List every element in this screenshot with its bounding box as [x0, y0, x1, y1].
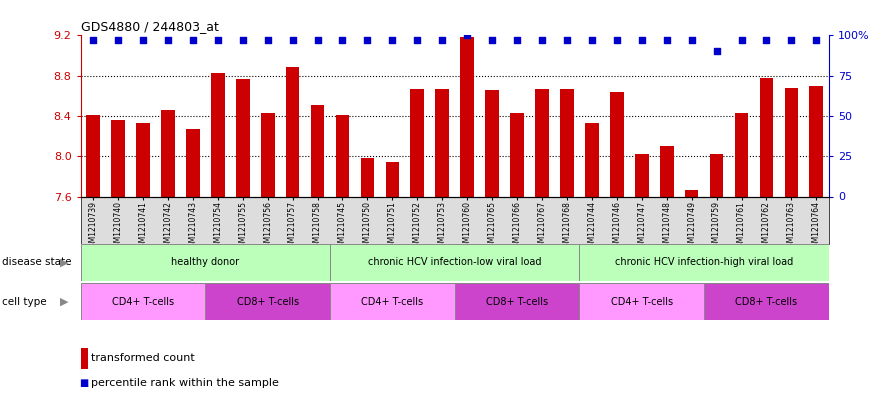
Text: CD4+ T-cells: CD4+ T-cells [611, 297, 673, 307]
Bar [704, 283, 829, 320]
Point [510, 37, 524, 43]
Bar [580, 283, 704, 320]
Text: chronic HCV infection-high viral load: chronic HCV infection-high viral load [615, 257, 793, 267]
Bar [86, 115, 100, 196]
Point [735, 37, 749, 43]
Point [385, 37, 400, 43]
Bar [535, 89, 549, 196]
Text: disease state: disease state [2, 257, 72, 267]
Point [360, 37, 375, 43]
Point [410, 37, 425, 43]
Bar [809, 86, 823, 196]
Bar [161, 110, 175, 196]
Bar [81, 283, 205, 320]
Text: transformed count: transformed count [91, 353, 195, 363]
Point [460, 32, 474, 39]
Bar [136, 123, 150, 196]
Point [160, 37, 175, 43]
Bar [385, 162, 400, 196]
Text: percentile rank within the sample: percentile rank within the sample [91, 378, 280, 388]
Bar [580, 244, 829, 281]
Bar [760, 78, 773, 196]
Point [634, 37, 649, 43]
Text: CD4+ T-cells: CD4+ T-cells [112, 297, 174, 307]
Point [310, 37, 324, 43]
Point [236, 37, 250, 43]
Point [485, 37, 499, 43]
Point [759, 37, 773, 43]
Bar [211, 73, 225, 196]
Point [609, 37, 624, 43]
Bar [785, 88, 798, 196]
Bar [330, 244, 580, 281]
Bar [610, 92, 624, 196]
Bar [659, 146, 674, 196]
Bar [461, 37, 474, 197]
Point [111, 37, 125, 43]
Point [286, 37, 300, 43]
Bar [585, 123, 599, 196]
Text: GDS4880 / 244803_at: GDS4880 / 244803_at [81, 20, 219, 33]
Point [261, 37, 275, 43]
Point [535, 37, 549, 43]
Point [685, 37, 699, 43]
Text: ■: ■ [80, 378, 89, 388]
Bar [311, 105, 324, 196]
Text: chronic HCV infection-low viral load: chronic HCV infection-low viral load [368, 257, 541, 267]
Bar [735, 113, 748, 196]
Text: CD4+ T-cells: CD4+ T-cells [361, 297, 424, 307]
Point [136, 37, 151, 43]
Text: healthy donor: healthy donor [171, 257, 239, 267]
Point [435, 37, 450, 43]
Bar [81, 244, 330, 281]
Point [86, 37, 100, 43]
Point [335, 37, 349, 43]
Text: cell type: cell type [2, 297, 47, 307]
Point [185, 37, 200, 43]
Bar [435, 89, 449, 196]
Point [585, 37, 599, 43]
Text: ▶: ▶ [60, 257, 69, 267]
Bar [360, 158, 375, 196]
Point [784, 37, 798, 43]
Point [809, 37, 823, 43]
Text: CD8+ T-cells: CD8+ T-cells [486, 297, 548, 307]
Bar [330, 283, 455, 320]
Bar [685, 191, 699, 196]
Bar [205, 283, 330, 320]
Bar [560, 89, 573, 196]
Bar [111, 120, 125, 196]
Point [211, 37, 225, 43]
Bar [710, 154, 723, 196]
Bar [455, 283, 580, 320]
Bar [486, 90, 499, 196]
Bar [410, 89, 424, 196]
Bar [236, 79, 250, 196]
Bar [261, 113, 274, 196]
Bar [635, 154, 649, 196]
Bar [336, 115, 349, 196]
Point [560, 37, 574, 43]
Text: CD8+ T-cells: CD8+ T-cells [237, 297, 298, 307]
Bar [286, 66, 299, 196]
Point [659, 37, 674, 43]
Text: ▶: ▶ [60, 297, 69, 307]
Text: CD8+ T-cells: CD8+ T-cells [736, 297, 797, 307]
Point [710, 48, 724, 55]
Bar [510, 113, 524, 196]
Bar [186, 129, 200, 196]
